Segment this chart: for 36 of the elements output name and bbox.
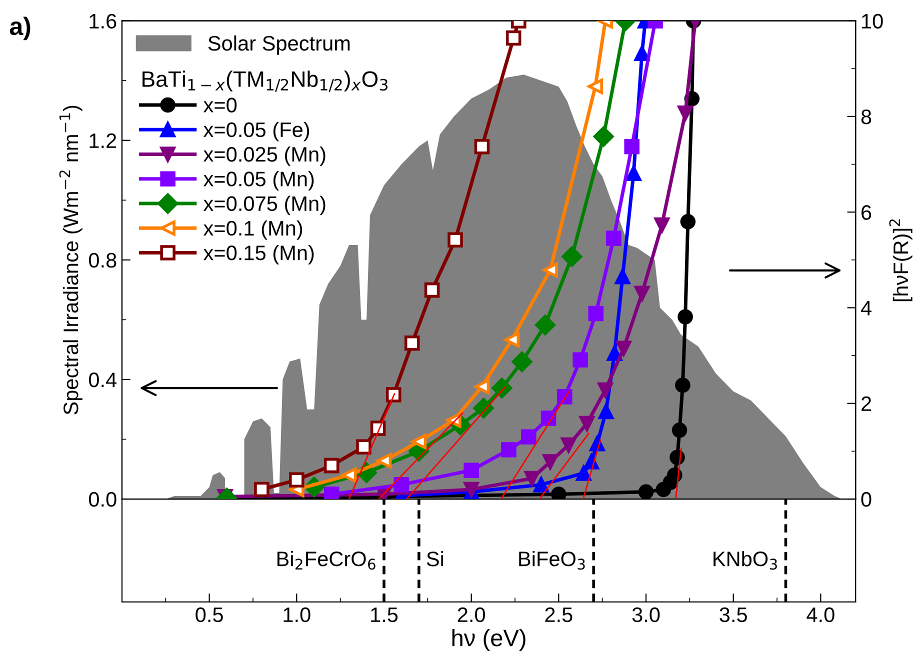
text: a) [10,16,30,40]
x-tick-label: 4.0 [806,607,834,622]
legend-label: Solar Spectrum [208,35,350,55]
x-tick-label: 2.0 [458,607,485,622]
x-axis-title: hν (eV) [452,629,526,652]
legend-label: x=0.05 (Fe) [203,122,310,142]
legend-label: x=0.05 (Mn) [203,171,314,191]
ref-line-label: Bi$_{2}$FeCrO$_{6}$ [277,550,376,570]
y-tick-label: 1.6 [90,14,116,29]
y2-tick-label: 10 [862,14,883,29]
legend-label: x=0 [203,98,237,113]
y2-axis-title: [hνF(R)]$^{2}$ [889,219,912,302]
ref-line-label: Si [426,551,444,566]
legend-label: x=0.025 (Mn) [203,146,326,166]
y2-tick-label: 4 [860,300,872,316]
x-tick-label: 1.5 [371,608,398,622]
y-axis-title: Spectral Irradiance (Wm$^{−2}$ nm$^{−1}$) [59,106,82,414]
y-tick-label: 0.0 [88,492,116,507]
y2-tick-label: 8 [861,109,872,124]
y-tick-label: 0.8 [88,252,116,268]
text: BaTi$_{1−x}$(TM$_{1/2}$Nb$_{1/2}$)$_{x}$O$_{3}$ [142,70,388,92]
y2-tick-label: 2 [862,396,872,411]
ref-line-label: BiFeO$_{3}$ [519,550,585,570]
x-tick-label: 3.5 [720,607,747,622]
x-tick-label: 0.5 [196,607,223,622]
x-tick-label: 1.0 [284,607,310,622]
y2-tick-label: 0 [861,492,872,507]
legend-label: x=0.075 (Mn) [203,196,326,216]
x-tick-label: 2.5 [545,607,572,622]
y2-tick-label: 6 [862,205,872,220]
legend-label: x=0.15 (Mn) [203,244,314,264]
legend-label: x=0.1 (Mn) [203,220,302,240]
y-tick-label: 1.2 [90,133,116,148]
ref-line-label: KNbO$_{3}$ [714,550,777,570]
y-tick-label: 0.4 [88,372,117,388]
x-tick-label: 3.0 [632,607,660,622]
